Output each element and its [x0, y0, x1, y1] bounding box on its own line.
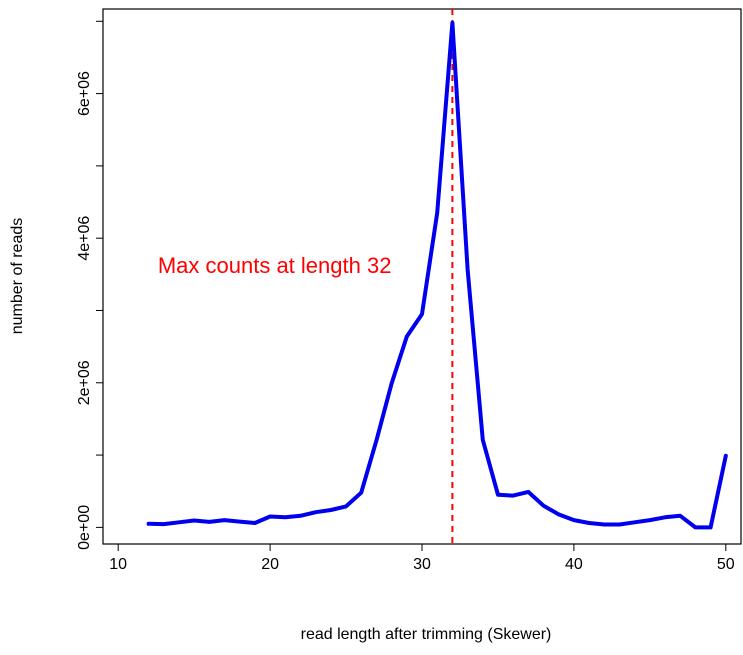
x-tick-label: 20: [261, 556, 279, 573]
x-tick-label: 50: [717, 556, 735, 573]
y-axis: 0e+00 2e+06 4e+06 6e+06: [76, 20, 104, 550]
y-tick-label: 6e+06: [76, 71, 93, 116]
x-tick-label: 40: [565, 556, 583, 573]
y-axis-label: number of reads: [9, 218, 26, 335]
series-layer: [146, 20, 728, 530]
x-axis: 10 20 30 40 50: [109, 543, 735, 573]
read-count-line: [146, 20, 728, 530]
x-tick-label: 10: [109, 556, 127, 573]
y-tick-label: 4e+06: [76, 216, 93, 261]
max-annotation: Max counts at length 32: [158, 253, 392, 278]
x-axis-label: read length after trimming (Skewer): [301, 626, 552, 643]
y-tick-label: 2e+06: [76, 360, 93, 405]
x-tick-label: 30: [413, 556, 431, 573]
y-tick-label: 0e+00: [76, 505, 93, 550]
